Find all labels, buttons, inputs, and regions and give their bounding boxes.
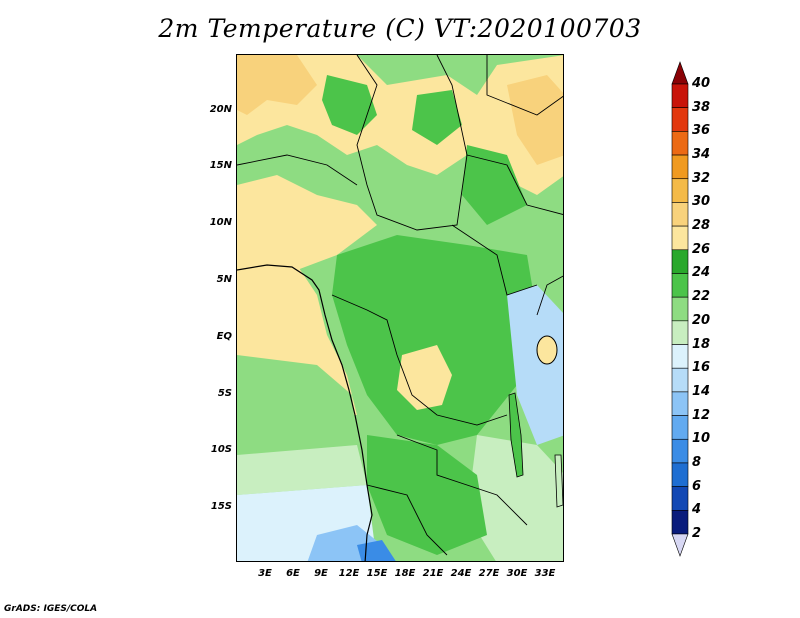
colorbar-tick-label: 28 bbox=[692, 218, 711, 234]
colorbar-segment bbox=[671, 178, 689, 203]
colorbar-tick-label: 32 bbox=[692, 170, 711, 186]
lat-label-10s: 10S bbox=[210, 444, 232, 455]
lat-label-5n: 5N bbox=[216, 274, 232, 285]
colorbar-tick-label: 4 bbox=[692, 502, 702, 518]
colorbar-tick-label: 10 bbox=[692, 431, 711, 447]
temperature-map bbox=[237, 55, 563, 561]
map-panel bbox=[236, 54, 564, 562]
lon-label-33e: 33E bbox=[534, 568, 556, 579]
colorbar-tick-label: 18 bbox=[692, 336, 711, 352]
chart-title: 2m Temperature (C) VT:2020100703 bbox=[158, 14, 642, 43]
coastline bbox=[237, 264, 373, 561]
colorbar-segment bbox=[671, 107, 689, 132]
lat-label-15s: 15S bbox=[210, 501, 232, 512]
south-interior-green bbox=[367, 435, 487, 555]
colorbar-lower-arrow bbox=[671, 533, 689, 557]
colorbar-tick-label: 36 bbox=[692, 123, 711, 139]
colorbar-segment bbox=[671, 225, 689, 251]
colorbar-tick-label: 30 bbox=[692, 194, 711, 210]
lon-label-30e: 30E bbox=[506, 568, 528, 579]
colorbar-tick-label: 40 bbox=[692, 76, 711, 91]
lon-label-27e: 27E bbox=[478, 568, 500, 579]
colorbar-tick-label: 12 bbox=[692, 407, 711, 423]
colorbar-segment bbox=[671, 510, 689, 535]
colorbar-segment bbox=[671, 391, 689, 416]
colorbar-tick-label: 20 bbox=[692, 312, 711, 328]
lon-label-3e: 3E bbox=[258, 568, 272, 579]
lat-label-20n: 20N bbox=[209, 104, 232, 115]
lon-label-15e: 15E bbox=[366, 568, 388, 579]
colorbar-tick-label: 22 bbox=[692, 289, 711, 305]
colorbar-segment bbox=[671, 83, 689, 108]
lon-label-24e: 24E bbox=[450, 568, 472, 579]
lat-label-10n: 10N bbox=[209, 217, 232, 228]
lake-tanganyika bbox=[508, 392, 524, 478]
colorbar-segment bbox=[671, 462, 689, 487]
north-green-patch bbox=[322, 75, 527, 225]
lon-label-9e: 9E bbox=[314, 568, 328, 579]
colorbar-tick-label: 14 bbox=[692, 383, 711, 399]
colorbar-tick-label: 26 bbox=[692, 241, 711, 257]
south-atlantic-cooler bbox=[237, 445, 367, 495]
lon-label-12e: 12E bbox=[338, 568, 360, 579]
colorbar-tick-label: 2 bbox=[692, 526, 702, 541]
colorbar-tick-label: 6 bbox=[692, 478, 702, 494]
colorbar-segment bbox=[671, 154, 689, 180]
lat-label-15n: 15N bbox=[209, 160, 232, 171]
credit-text: GrADS: IGES/COLA bbox=[4, 604, 98, 614]
colorbar-tick-label: 8 bbox=[692, 454, 702, 470]
colorbar-segment bbox=[671, 131, 689, 156]
north-hot-region bbox=[237, 55, 563, 165]
colorbar-segment bbox=[671, 344, 689, 369]
congo-warm-patch bbox=[397, 345, 452, 410]
east-highlands-cool bbox=[467, 435, 563, 561]
colorbar-tick-label: 38 bbox=[692, 99, 711, 115]
colorbar-segment bbox=[671, 273, 689, 298]
lake-malawi bbox=[554, 454, 563, 508]
great-lakes-cool bbox=[507, 285, 563, 445]
lat-label-5s: 5S bbox=[217, 388, 232, 399]
guinea-coast-warm bbox=[237, 175, 377, 270]
colorbar-segment bbox=[671, 320, 689, 345]
colorbar-tick-label: 16 bbox=[692, 360, 711, 376]
lat-label-eq: EQ bbox=[216, 331, 232, 342]
lon-label-18e: 18E bbox=[394, 568, 416, 579]
south-atlantic-cool bbox=[237, 355, 357, 455]
colorbar-segment bbox=[671, 486, 689, 511]
lon-label-21e: 21E bbox=[422, 568, 444, 579]
lake-victoria bbox=[536, 335, 558, 365]
colorbar-segment bbox=[671, 438, 689, 464]
lon-label-6e: 6E bbox=[286, 568, 300, 579]
congo-basin-dark-green bbox=[332, 235, 537, 445]
colorbar-tick-label: 24 bbox=[692, 265, 711, 281]
colorbar-upper-arrow bbox=[671, 61, 689, 85]
colorbar-segment bbox=[671, 249, 689, 274]
country-borders bbox=[237, 55, 563, 556]
colorbar-segment bbox=[671, 202, 689, 227]
colorbar-tick-label: 34 bbox=[692, 147, 711, 163]
colorbar-segment bbox=[671, 415, 689, 440]
colorbar-segment bbox=[671, 367, 689, 393]
colorbar-segment bbox=[671, 296, 689, 322]
